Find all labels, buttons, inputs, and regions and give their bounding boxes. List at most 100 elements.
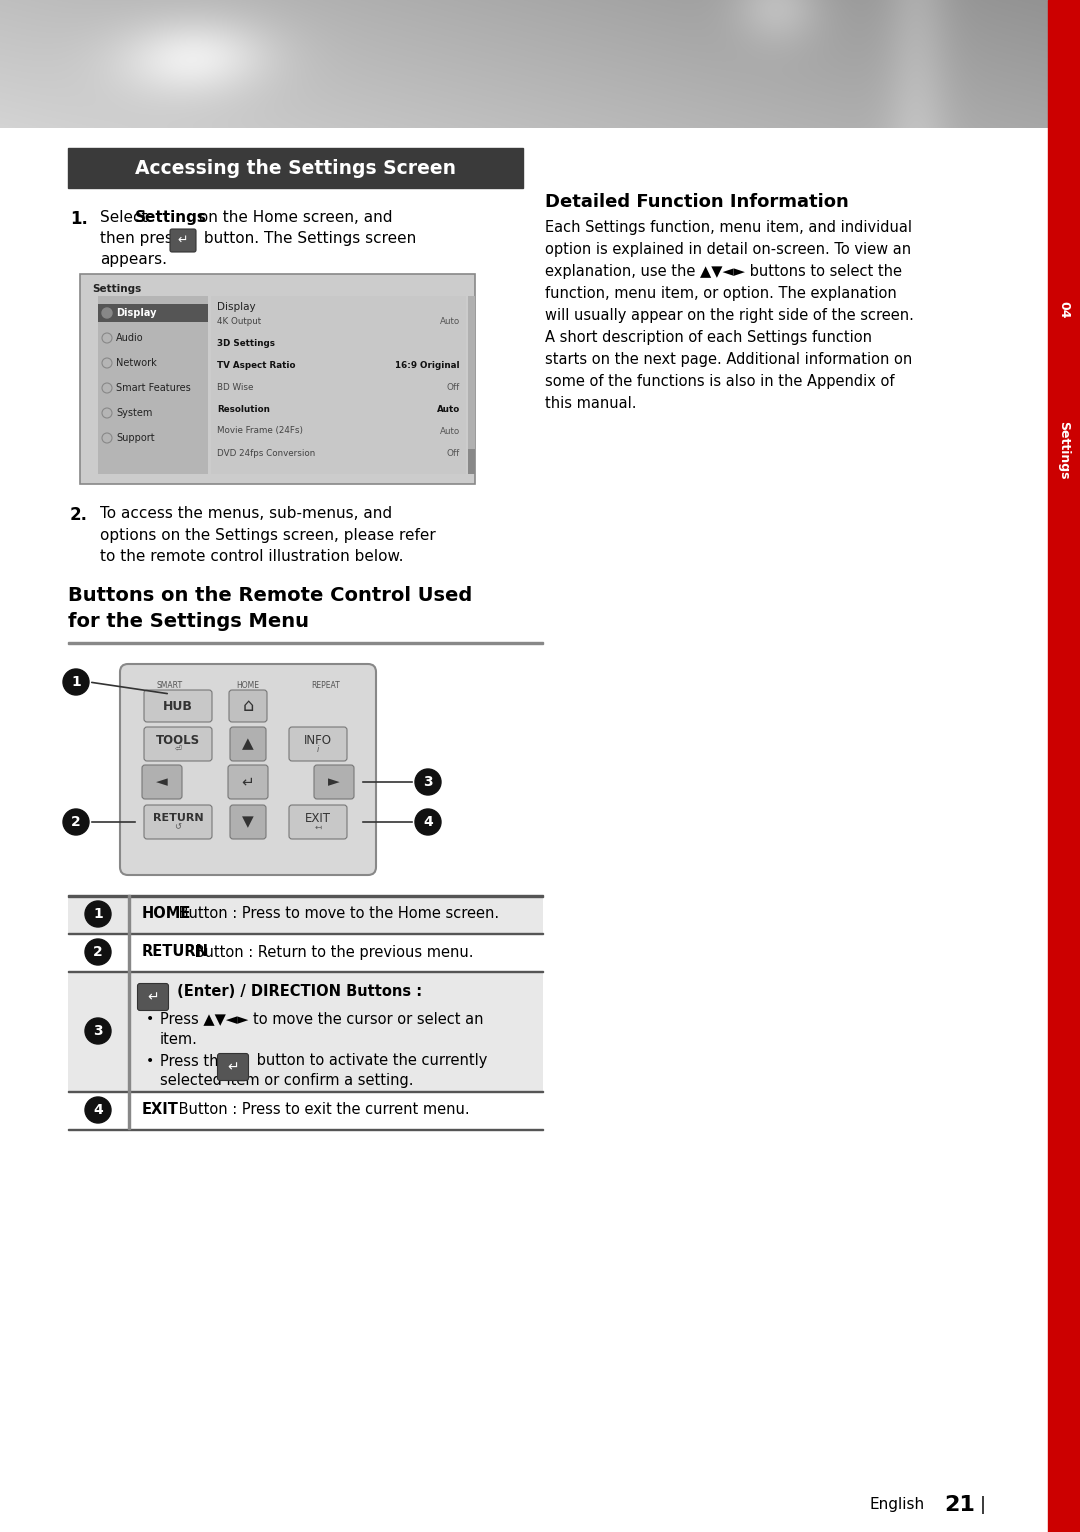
- Text: ▼: ▼: [242, 815, 254, 829]
- Bar: [468, 449, 475, 473]
- Text: ⏎: ⏎: [175, 745, 181, 754]
- Bar: [211, 296, 465, 473]
- Text: TV Aspect Ratio: TV Aspect Ratio: [217, 360, 296, 369]
- Text: ↺: ↺: [175, 823, 181, 832]
- Bar: [129, 933, 130, 971]
- Text: Network: Network: [116, 358, 157, 368]
- Text: Auto: Auto: [440, 426, 460, 435]
- Text: •: •: [146, 1054, 154, 1068]
- Text: TOOLS: TOOLS: [156, 734, 200, 746]
- Bar: [468, 296, 475, 473]
- Text: Display: Display: [217, 302, 256, 313]
- Text: SMART: SMART: [157, 682, 184, 691]
- FancyBboxPatch shape: [141, 764, 183, 800]
- Circle shape: [102, 308, 112, 319]
- Bar: [80, 274, 475, 484]
- Bar: [129, 971, 130, 1091]
- Text: then press: then press: [100, 231, 186, 247]
- Text: Button : Press to exit the current menu.: Button : Press to exit the current menu.: [174, 1103, 470, 1117]
- Text: Press the: Press the: [160, 1054, 232, 1068]
- Text: 1.: 1.: [70, 210, 87, 228]
- Text: ↵: ↵: [242, 775, 255, 789]
- Text: HOME: HOME: [141, 907, 191, 922]
- Text: BD Wise: BD Wise: [217, 383, 254, 392]
- Text: 2: 2: [71, 815, 81, 829]
- Text: Off: Off: [447, 383, 460, 392]
- Bar: [129, 1091, 130, 1129]
- Bar: [98, 296, 208, 473]
- Bar: [68, 149, 523, 188]
- FancyBboxPatch shape: [314, 764, 354, 800]
- Text: HOME: HOME: [237, 682, 259, 691]
- Text: 16:9 Original: 16:9 Original: [395, 360, 460, 369]
- Bar: [129, 895, 130, 933]
- Bar: [68, 1091, 543, 1129]
- Text: System: System: [116, 408, 152, 418]
- Circle shape: [85, 1097, 111, 1123]
- Circle shape: [85, 939, 111, 965]
- FancyBboxPatch shape: [144, 689, 212, 722]
- Text: 3D Settings: 3D Settings: [217, 339, 275, 348]
- Text: Settings: Settings: [135, 210, 207, 225]
- Circle shape: [415, 809, 441, 835]
- Text: |: |: [980, 1497, 986, 1514]
- Text: Audio: Audio: [116, 332, 144, 343]
- Text: ↵: ↵: [227, 1060, 239, 1074]
- Text: 1: 1: [71, 676, 81, 689]
- Text: button. The Settings screen: button. The Settings screen: [199, 231, 416, 247]
- Text: Display: Display: [116, 308, 157, 319]
- FancyBboxPatch shape: [137, 984, 168, 1011]
- Text: Detailed Function Information: Detailed Function Information: [545, 193, 849, 211]
- Text: Auto: Auto: [436, 404, 460, 414]
- Text: for the Settings Menu: for the Settings Menu: [68, 611, 309, 631]
- Text: REPEAT: REPEAT: [312, 682, 340, 691]
- Bar: [68, 971, 543, 1091]
- Text: i: i: [316, 745, 320, 754]
- Text: Auto: Auto: [440, 317, 460, 325]
- Text: Settings: Settings: [1057, 421, 1070, 480]
- Text: Support: Support: [116, 434, 154, 443]
- Text: •: •: [146, 1013, 154, 1026]
- Text: 21: 21: [945, 1495, 975, 1515]
- Text: Each Settings function, menu item, and individual
option is explained in detail : Each Settings function, menu item, and i…: [545, 221, 914, 411]
- FancyBboxPatch shape: [289, 728, 347, 761]
- Text: selected item or confirm a setting.: selected item or confirm a setting.: [160, 1074, 414, 1089]
- Text: 3: 3: [423, 775, 433, 789]
- Text: ▲: ▲: [242, 737, 254, 752]
- Text: RETURN: RETURN: [141, 945, 210, 959]
- FancyBboxPatch shape: [217, 1054, 248, 1080]
- Text: Movie Frame (24Fs): Movie Frame (24Fs): [217, 426, 303, 435]
- Text: DVD 24fps Conversion: DVD 24fps Conversion: [217, 449, 315, 458]
- Text: Settings: Settings: [92, 283, 141, 294]
- Bar: [68, 895, 543, 933]
- FancyBboxPatch shape: [144, 728, 212, 761]
- Bar: [68, 933, 543, 971]
- Text: ↵: ↵: [147, 990, 159, 1003]
- Text: EXIT: EXIT: [305, 812, 330, 824]
- Text: item.: item.: [160, 1031, 198, 1046]
- Circle shape: [85, 1017, 111, 1043]
- Bar: [1048, 0, 1080, 1532]
- Bar: [98, 303, 208, 322]
- FancyBboxPatch shape: [230, 728, 266, 761]
- Text: appears.: appears.: [100, 251, 167, 267]
- Text: Accessing the Settings Screen: Accessing the Settings Screen: [135, 158, 456, 178]
- Text: Press ▲▼◄► to move the cursor or select an: Press ▲▼◄► to move the cursor or select …: [160, 1011, 484, 1026]
- Circle shape: [63, 809, 89, 835]
- Text: Select: Select: [100, 210, 152, 225]
- Text: on the Home screen, and: on the Home screen, and: [194, 210, 392, 225]
- Text: ↵: ↵: [178, 234, 188, 247]
- Text: (Enter) / DIRECTION Buttons :: (Enter) / DIRECTION Buttons :: [172, 985, 422, 999]
- Text: 2: 2: [93, 945, 103, 959]
- Text: RETURN: RETURN: [152, 813, 203, 823]
- Text: ►: ►: [328, 775, 340, 789]
- FancyBboxPatch shape: [144, 804, 212, 840]
- Text: ◄: ◄: [157, 775, 167, 789]
- Text: 4: 4: [93, 1103, 103, 1117]
- FancyBboxPatch shape: [289, 804, 347, 840]
- Text: 04: 04: [1057, 302, 1070, 319]
- Text: 3: 3: [93, 1023, 103, 1039]
- Circle shape: [63, 669, 89, 696]
- FancyBboxPatch shape: [230, 804, 266, 840]
- Text: 1: 1: [93, 907, 103, 921]
